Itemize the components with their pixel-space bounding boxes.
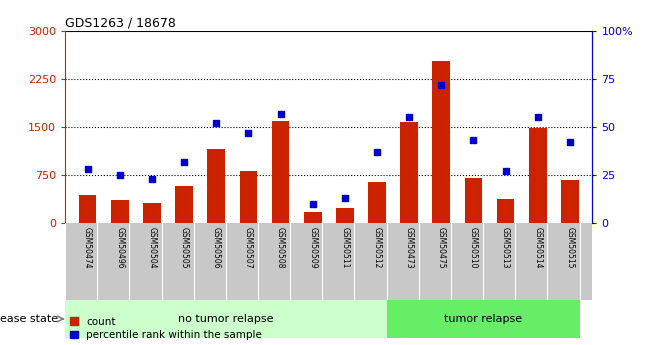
Point	[275, 111, 286, 116]
Text: GSM50505: GSM50505	[180, 227, 189, 268]
Point	[501, 168, 511, 174]
Text: GSM50473: GSM50473	[405, 227, 413, 268]
Text: GSM50512: GSM50512	[372, 227, 381, 268]
Point	[340, 195, 350, 201]
Legend: count, percentile rank within the sample: count, percentile rank within the sample	[70, 317, 262, 340]
Point	[564, 140, 575, 145]
Text: GSM50496: GSM50496	[115, 227, 124, 268]
Point	[146, 176, 157, 181]
Point	[83, 167, 93, 172]
Text: GSM50507: GSM50507	[244, 227, 253, 268]
Text: GSM50474: GSM50474	[83, 227, 92, 268]
Point	[533, 115, 543, 120]
Text: GSM50509: GSM50509	[308, 227, 317, 268]
Point	[243, 130, 254, 136]
Point	[115, 172, 125, 178]
Text: disease state: disease state	[0, 314, 58, 324]
Bar	[561, 180, 579, 223]
Bar	[240, 170, 257, 223]
Text: GSM50504: GSM50504	[147, 227, 156, 268]
Bar	[465, 178, 482, 223]
Bar	[432, 61, 450, 223]
Text: GSM50511: GSM50511	[340, 227, 350, 268]
Point	[372, 149, 382, 155]
Bar	[175, 186, 193, 223]
Bar	[79, 196, 96, 223]
Text: tumor relapse: tumor relapse	[444, 314, 522, 324]
Bar	[271, 121, 289, 223]
Point	[404, 115, 414, 120]
Point	[468, 138, 478, 143]
Text: GSM50513: GSM50513	[501, 227, 510, 268]
Text: GSM50510: GSM50510	[469, 227, 478, 268]
Bar	[304, 212, 322, 223]
Bar	[529, 128, 547, 223]
Bar	[111, 200, 129, 223]
Text: GSM50508: GSM50508	[276, 227, 285, 268]
Bar	[387, 300, 579, 338]
Bar	[400, 122, 418, 223]
Text: GSM50514: GSM50514	[533, 227, 542, 268]
Point	[307, 201, 318, 207]
Text: GSM50475: GSM50475	[437, 227, 446, 268]
Point	[436, 82, 447, 88]
Point	[211, 120, 221, 126]
Point	[179, 159, 189, 164]
Text: no tumor relapse: no tumor relapse	[178, 314, 273, 324]
Text: GSM50515: GSM50515	[566, 227, 574, 268]
Text: GDS1263 / 18678: GDS1263 / 18678	[65, 17, 176, 30]
Bar	[208, 149, 225, 223]
Text: GSM50506: GSM50506	[212, 227, 221, 268]
Bar	[143, 203, 161, 223]
Bar	[65, 300, 387, 338]
Bar	[497, 199, 514, 223]
Bar	[368, 182, 386, 223]
Bar	[336, 208, 353, 223]
